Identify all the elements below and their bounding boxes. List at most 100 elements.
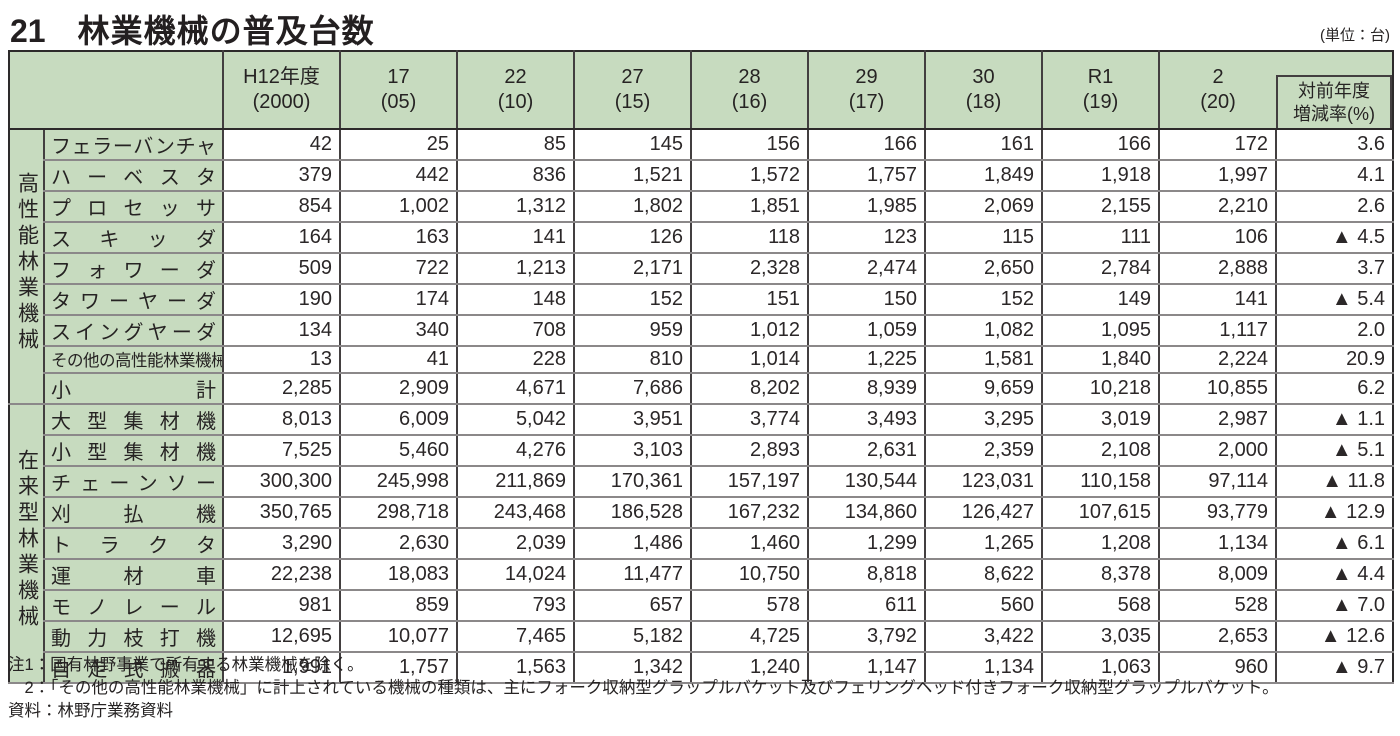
value-cell: 722 xyxy=(339,253,457,285)
value-cell: 2,155 xyxy=(1041,191,1159,223)
value-cell: 442 xyxy=(339,160,457,192)
value-cell: 7,465 xyxy=(456,620,574,653)
value-cell: 1,014 xyxy=(690,346,808,374)
value-cell: 152 xyxy=(924,284,1042,316)
value-cell: 8,202 xyxy=(690,372,808,405)
value-cell: 118 xyxy=(690,222,808,254)
value-cell: 126,427 xyxy=(924,496,1042,529)
rate-header-line1: 対前年度 xyxy=(1298,81,1370,101)
value-cell: 4,725 xyxy=(690,620,808,653)
value-cell: 1,991 xyxy=(222,651,340,684)
group-label-text: 高性能林業機械 xyxy=(15,172,39,355)
value-cell: 611 xyxy=(807,589,925,622)
row-label: タワーヤーダ xyxy=(43,284,223,316)
table-row: その他の高性能林業機械 13 41 228 810 1,014 1,225 1,581 1,84… xyxy=(9,346,1393,374)
col-header-line2: (15) xyxy=(614,91,651,113)
rate-cell: 3.6 xyxy=(1275,129,1393,161)
table-row: 小型集材機 7,525 5,460 4,276 3,103 2,893 2,631 2,359… xyxy=(9,434,1393,467)
value-cell: 8,939 xyxy=(807,372,925,405)
col-header-29: 29 (17) xyxy=(807,51,925,130)
value-cell: 708 xyxy=(456,315,574,347)
value-cell: 560 xyxy=(924,589,1042,622)
corner-cell xyxy=(9,51,223,130)
value-cell: 2,224 xyxy=(1158,346,1276,374)
row-label: フェラーバンチャ xyxy=(43,129,223,161)
value-cell: 10,750 xyxy=(690,558,808,591)
title-number: 21 xyxy=(10,13,46,49)
table-row: ハーベスタ 379 442 836 1,521 1,572 1,757 1,849 1,918 1… xyxy=(9,160,1393,192)
value-cell: 115 xyxy=(924,222,1042,254)
value-cell: 836 xyxy=(456,160,574,192)
value-cell: 1,985 xyxy=(807,191,925,223)
rate-cell: ▲ 7.0 xyxy=(1275,589,1393,622)
value-cell: 3,295 xyxy=(924,403,1042,436)
row-label: その他の高性能林業機械 xyxy=(43,346,223,374)
table-row: スキッダ 164 163 141 126 118 123 115 111 106 ▲ 4.5 xyxy=(9,222,1393,254)
col-header-line2: (18) xyxy=(965,91,1002,113)
value-cell: 4,276 xyxy=(456,434,574,467)
table-body: 高性能林業機械 フェラーバンチャ 42 25 85 145 156 166 161 166 172 3… xyxy=(9,129,1393,684)
value-cell: 8,818 xyxy=(807,558,925,591)
rate-cell: 4.1 xyxy=(1275,160,1393,192)
rate-cell: 3.7 xyxy=(1275,253,1393,285)
rate-header-box: 対前年度 増減率(%) xyxy=(1276,75,1392,128)
value-cell: 2,987 xyxy=(1158,403,1276,436)
col-header-r1: R1 (19) xyxy=(1041,51,1159,130)
col-header-line1: 27 xyxy=(621,66,644,88)
value-cell: 2,108 xyxy=(1041,434,1159,467)
value-cell: 5,042 xyxy=(456,403,574,436)
value-cell: 1,063 xyxy=(1041,651,1159,684)
value-cell: 41 xyxy=(339,346,457,374)
col-header-h12: H12年度 (2000) xyxy=(222,51,340,130)
row-label: スキッダ xyxy=(43,222,223,254)
value-cell: 164 xyxy=(222,222,340,254)
value-cell: 1,059 xyxy=(807,315,925,347)
value-cell: 18,083 xyxy=(339,558,457,591)
value-cell: 2,909 xyxy=(339,372,457,405)
row-label: モノレール xyxy=(43,589,223,622)
value-cell: 1,460 xyxy=(690,527,808,560)
col-header-line1: 2 xyxy=(1212,66,1224,88)
value-cell: 2,631 xyxy=(807,434,925,467)
table-row: 在来型林業機械 大型集材機 8,013 6,009 5,042 3,951 3,774 3,4… xyxy=(9,403,1393,684)
table-row: 動力枝打機 12,695 10,077 7,465 5,182 4,725 3,792 3,4… xyxy=(9,620,1393,653)
value-cell: 1,486 xyxy=(573,527,691,560)
value-cell: 151 xyxy=(690,284,808,316)
value-cell: 3,792 xyxy=(807,620,925,653)
row-label: 大型集材機 xyxy=(43,403,223,436)
value-cell: 1,802 xyxy=(573,191,691,223)
value-cell: 1,997 xyxy=(1158,160,1276,192)
value-cell: 340 xyxy=(339,315,457,347)
note-source: 資料：林野庁業務資料 xyxy=(8,702,173,720)
header-row: H12年度 (2000) 17 (05) 22 (10) 27 (15) 28 xyxy=(9,51,1393,130)
value-cell: 186,528 xyxy=(573,496,691,529)
value-cell: 93,779 xyxy=(1158,496,1276,529)
value-cell: 172 xyxy=(1158,129,1276,161)
value-cell: 3,422 xyxy=(924,620,1042,653)
col-header-line2: (17) xyxy=(848,91,885,113)
value-cell: 2,285 xyxy=(222,372,340,405)
value-cell: 1,918 xyxy=(1041,160,1159,192)
value-cell: 2,630 xyxy=(339,527,457,560)
value-cell: 300,300 xyxy=(222,465,340,498)
value-cell: 2,784 xyxy=(1041,253,1159,285)
group-label: 在来型林業機械 xyxy=(9,403,44,684)
value-cell: 2,653 xyxy=(1158,620,1276,653)
rate-cell: ▲ 4.4 xyxy=(1275,558,1393,591)
value-cell: 150 xyxy=(807,284,925,316)
row-label: スイングヤーダ xyxy=(43,315,223,347)
rate-cell: ▲ 12.6 xyxy=(1275,620,1393,653)
col-header-line2: (10) xyxy=(497,91,534,113)
rate-cell: 2.0 xyxy=(1275,315,1393,347)
table-row: フォワーダ 509 722 1,213 2,171 2,328 2,474 2,650 2,78… xyxy=(9,253,1393,285)
value-cell: 110,158 xyxy=(1041,465,1159,498)
table-row: タワーヤーダ 190 174 148 152 151 150 152 149 141 ▲ 5.4 xyxy=(9,284,1393,316)
forestry-machines-table: H12年度 (2000) 17 (05) 22 (10) 27 (15) 28 xyxy=(8,50,1394,684)
value-cell: 1,572 xyxy=(690,160,808,192)
value-cell: 22,238 xyxy=(222,558,340,591)
value-cell: 528 xyxy=(1158,589,1276,622)
value-cell: 2,888 xyxy=(1158,253,1276,285)
value-cell: 3,774 xyxy=(690,403,808,436)
value-cell: 1,581 xyxy=(924,346,1042,374)
value-cell: 1,117 xyxy=(1158,315,1276,347)
